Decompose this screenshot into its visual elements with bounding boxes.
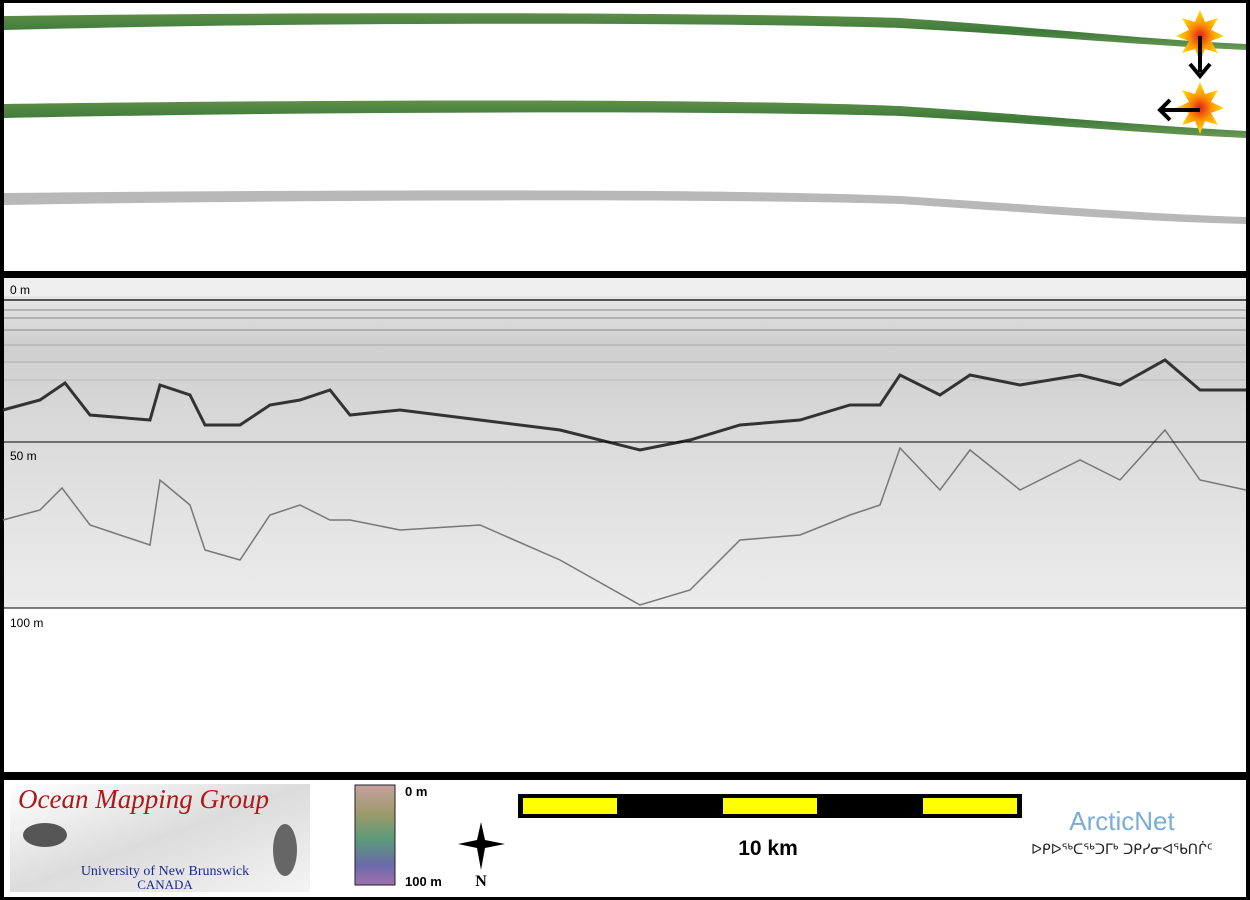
colorbar-label: 0 m: [405, 784, 427, 799]
depth-label: 100 m: [10, 616, 43, 630]
direction-arrows: [1157, 36, 1212, 122]
swath-gray: [4, 190, 1246, 224]
logo-graphic: [273, 824, 297, 876]
logo-university: University of New Brunswick: [81, 864, 249, 879]
scale-label: 10 km: [738, 837, 798, 860]
water-column-lines: [4, 299, 1246, 381]
depth-label: 50 m: [10, 449, 37, 463]
seafloor-echo: [2, 358, 1246, 452]
arcticnet-syllabics: ᐅᑭᐅᖅᑕᖅᑐᒥᒃ ᑐᑭᓯᓂᐊᖃᑎᒌᑦ: [1031, 841, 1213, 858]
sonar-image: [4, 296, 1246, 608]
profile-header: [4, 278, 1246, 296]
logo-graphic: [23, 823, 67, 847]
swath-green: [4, 100, 1246, 138]
arcticnet-name: ArcticNet: [1069, 806, 1175, 836]
depth-label: 0 m: [10, 283, 30, 297]
multiple-echo: [2, 428, 1247, 606]
colorbar-label: 100 m: [405, 874, 442, 889]
scale-bar: [518, 794, 1022, 818]
compass-star: [458, 822, 505, 870]
swath-green: [4, 13, 1246, 50]
logo-country: CANADA: [137, 877, 193, 892]
colorbar: [354, 784, 396, 886]
compass-label: N: [475, 873, 487, 890]
logo-title: Ocean Mapping Group: [18, 784, 269, 814]
map-panel: [4, 3, 1246, 271]
